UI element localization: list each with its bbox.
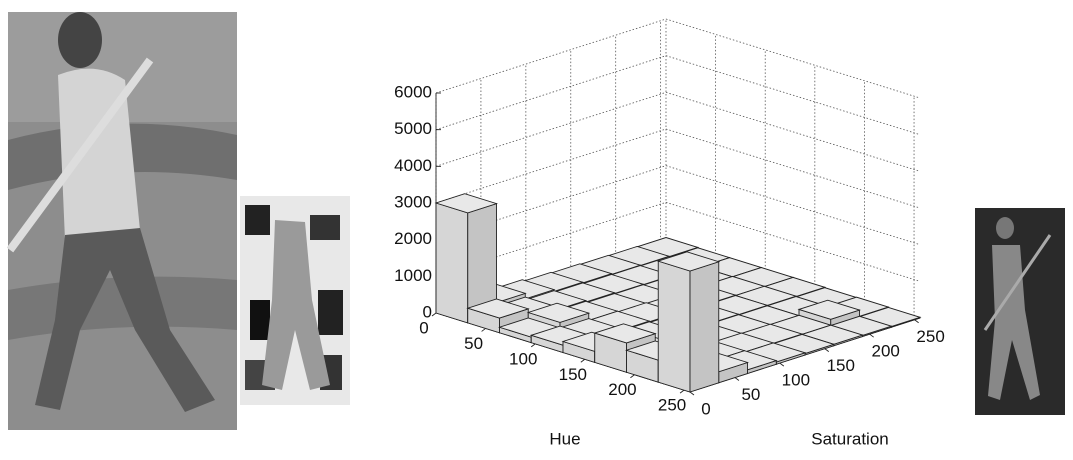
grid-line [436,129,666,203]
y-tick [780,363,784,366]
y-tick-label: 100 [782,371,810,390]
y-tick [825,349,829,352]
z-tick-label: 5000 [394,119,432,138]
x-tick [630,375,634,378]
y-tick [690,392,694,395]
x-tick-label: 100 [509,349,537,368]
x-tick-label: 0 [419,318,428,337]
x-tick-label: 50 [464,334,483,353]
x-tick-label: 250 [658,396,686,415]
segmented-photo [240,196,350,405]
edge-photo [975,208,1065,415]
y-tick-label: 150 [827,356,855,375]
grid-line [436,56,666,130]
z-tick-label: 3000 [394,192,432,211]
bar-face [690,262,719,392]
bar [658,252,719,392]
x-tick [680,390,684,393]
z-tick-label: 4000 [394,156,432,175]
y-tick-label: 200 [872,342,900,361]
x-tick [432,313,436,316]
y-tick-label: 0 [701,399,710,418]
figure: Hue Saturation 0100020003000400050006000… [0,0,1073,455]
grid-line [666,129,920,208]
grid-line [666,166,920,245]
bar-face [658,261,690,392]
y-tick [870,334,874,337]
x-tick-label: 150 [559,365,587,384]
z-tick-label: 6000 [394,82,432,101]
grid-line [436,19,666,93]
x-tick [482,328,486,331]
x-tick-label: 200 [608,380,636,399]
pedestrian-photo [8,12,237,430]
y-tick-label: 250 [916,327,944,346]
grid-line [436,92,666,166]
z-tick-label: 2000 [394,229,432,248]
z-tick-label: 1000 [394,266,432,285]
x-axis-title: Hue [549,429,580,448]
x-tick [531,344,535,347]
y-axis-title: Saturation [811,429,889,448]
y-tick-label: 50 [741,385,760,404]
grid-line [666,56,920,135]
grid-line [666,92,920,171]
grid-line [666,19,920,98]
x-tick [581,359,585,362]
y-tick [915,320,919,323]
bar-face [436,203,468,323]
plot-area: 0 1000 2000 3000 4000 5000 6000 0 50 100 150 200 250… [394,19,945,418]
y-tick [735,378,739,381]
